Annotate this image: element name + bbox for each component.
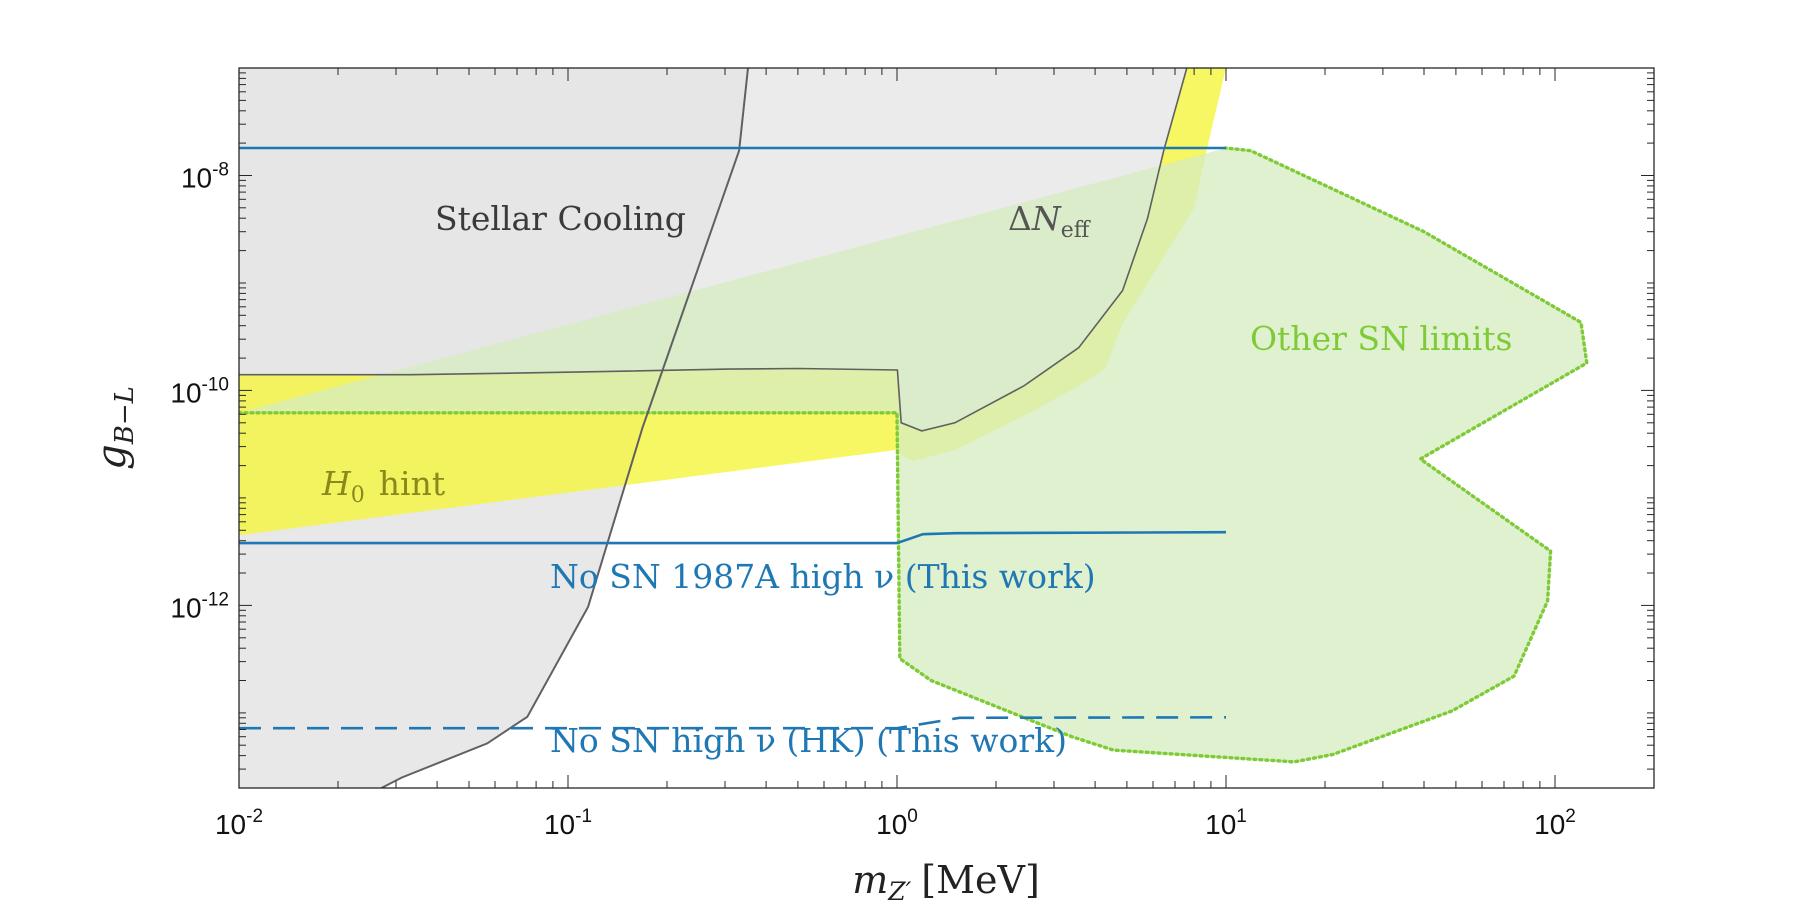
- dneff-boundary: [239, 68, 1188, 432]
- sn1987a-limit-line: [239, 530, 1227, 545]
- y-tick-label: 10-12: [170, 589, 229, 623]
- plot-frame: [238, 67, 1655, 789]
- x-axis-label-unit: [MeV]: [921, 858, 1040, 900]
- x-tick-label: 102: [1534, 806, 1576, 840]
- y-tick-label-base: 10: [181, 163, 212, 194]
- y-tick-label-exp: -12: [202, 589, 229, 610]
- x-tick-label: 101: [1205, 806, 1247, 840]
- x-tick-label-exp: -1: [575, 806, 592, 827]
- x-tick-label-base: 10: [1205, 809, 1236, 840]
- annotation-other-sn-limits: Other SN limits: [1250, 319, 1513, 358]
- other-sn-boundary: [239, 146, 1589, 764]
- other-sn-region: [239, 148, 1587, 762]
- x-tick-label: 10-1: [544, 806, 592, 840]
- y-tick-label: 10-10: [170, 374, 229, 408]
- annotation-stellar-cooling: Stellar Cooling: [435, 199, 686, 238]
- y-tick-label-exp: -8: [212, 160, 229, 181]
- annotation-h0-text: hint: [379, 464, 445, 503]
- y-axis-label-sub: B−L: [110, 386, 140, 445]
- x-tick-label-exp: 0: [907, 806, 918, 827]
- stellar-cooling-boundary: [380, 68, 749, 788]
- x-tick-label-base: 10: [1534, 809, 1565, 840]
- y-tick-label-base: 10: [170, 377, 201, 408]
- annotation-hk-limit: No SN high ν (HK) (This work): [550, 721, 1067, 760]
- x-axis-label-sub: Z′: [887, 877, 911, 900]
- lines-layer: [239, 68, 1589, 788]
- y-axis-label: gB−L: [89, 386, 140, 470]
- annotation-h0-sub: 0: [351, 483, 365, 508]
- x-axis-label-base: m: [852, 858, 888, 900]
- annotation-neff-base: N: [1031, 199, 1062, 238]
- annotation-h0-hint: H0 hint: [321, 464, 445, 508]
- x-tick-label-exp: -2: [246, 806, 263, 827]
- annotation-neff-sub: eff: [1061, 218, 1091, 243]
- hk-limit-line: [239, 715, 1227, 730]
- annotation-delta-neff: ΔNeff: [1008, 199, 1091, 243]
- x-tick-label-base: 10: [876, 809, 907, 840]
- y-tick-label: 10-8: [181, 160, 229, 194]
- y-tick-label-base: 10: [170, 592, 201, 623]
- x-tick-label: 10-2: [215, 806, 263, 840]
- y-axis-label-base: g: [89, 444, 135, 470]
- x-axis-label: mZ′ [MeV]: [852, 858, 1040, 900]
- regions-layer: [239, 68, 1587, 788]
- x-tick-label-exp: 2: [1565, 806, 1576, 827]
- annotation-h0-base: H: [321, 464, 352, 503]
- x-tick-label-exp: 1: [1236, 806, 1247, 827]
- annotation-delta-symbol: Δ: [1008, 199, 1032, 238]
- x-tick-label-base: 10: [544, 809, 575, 840]
- x-tick-label-base: 10: [215, 809, 246, 840]
- y-tick-label-exp: -10: [202, 374, 229, 395]
- x-tick-label: 100: [876, 806, 918, 840]
- annotation-sn1987a-limit: No SN 1987A high ν (This work): [550, 557, 1096, 596]
